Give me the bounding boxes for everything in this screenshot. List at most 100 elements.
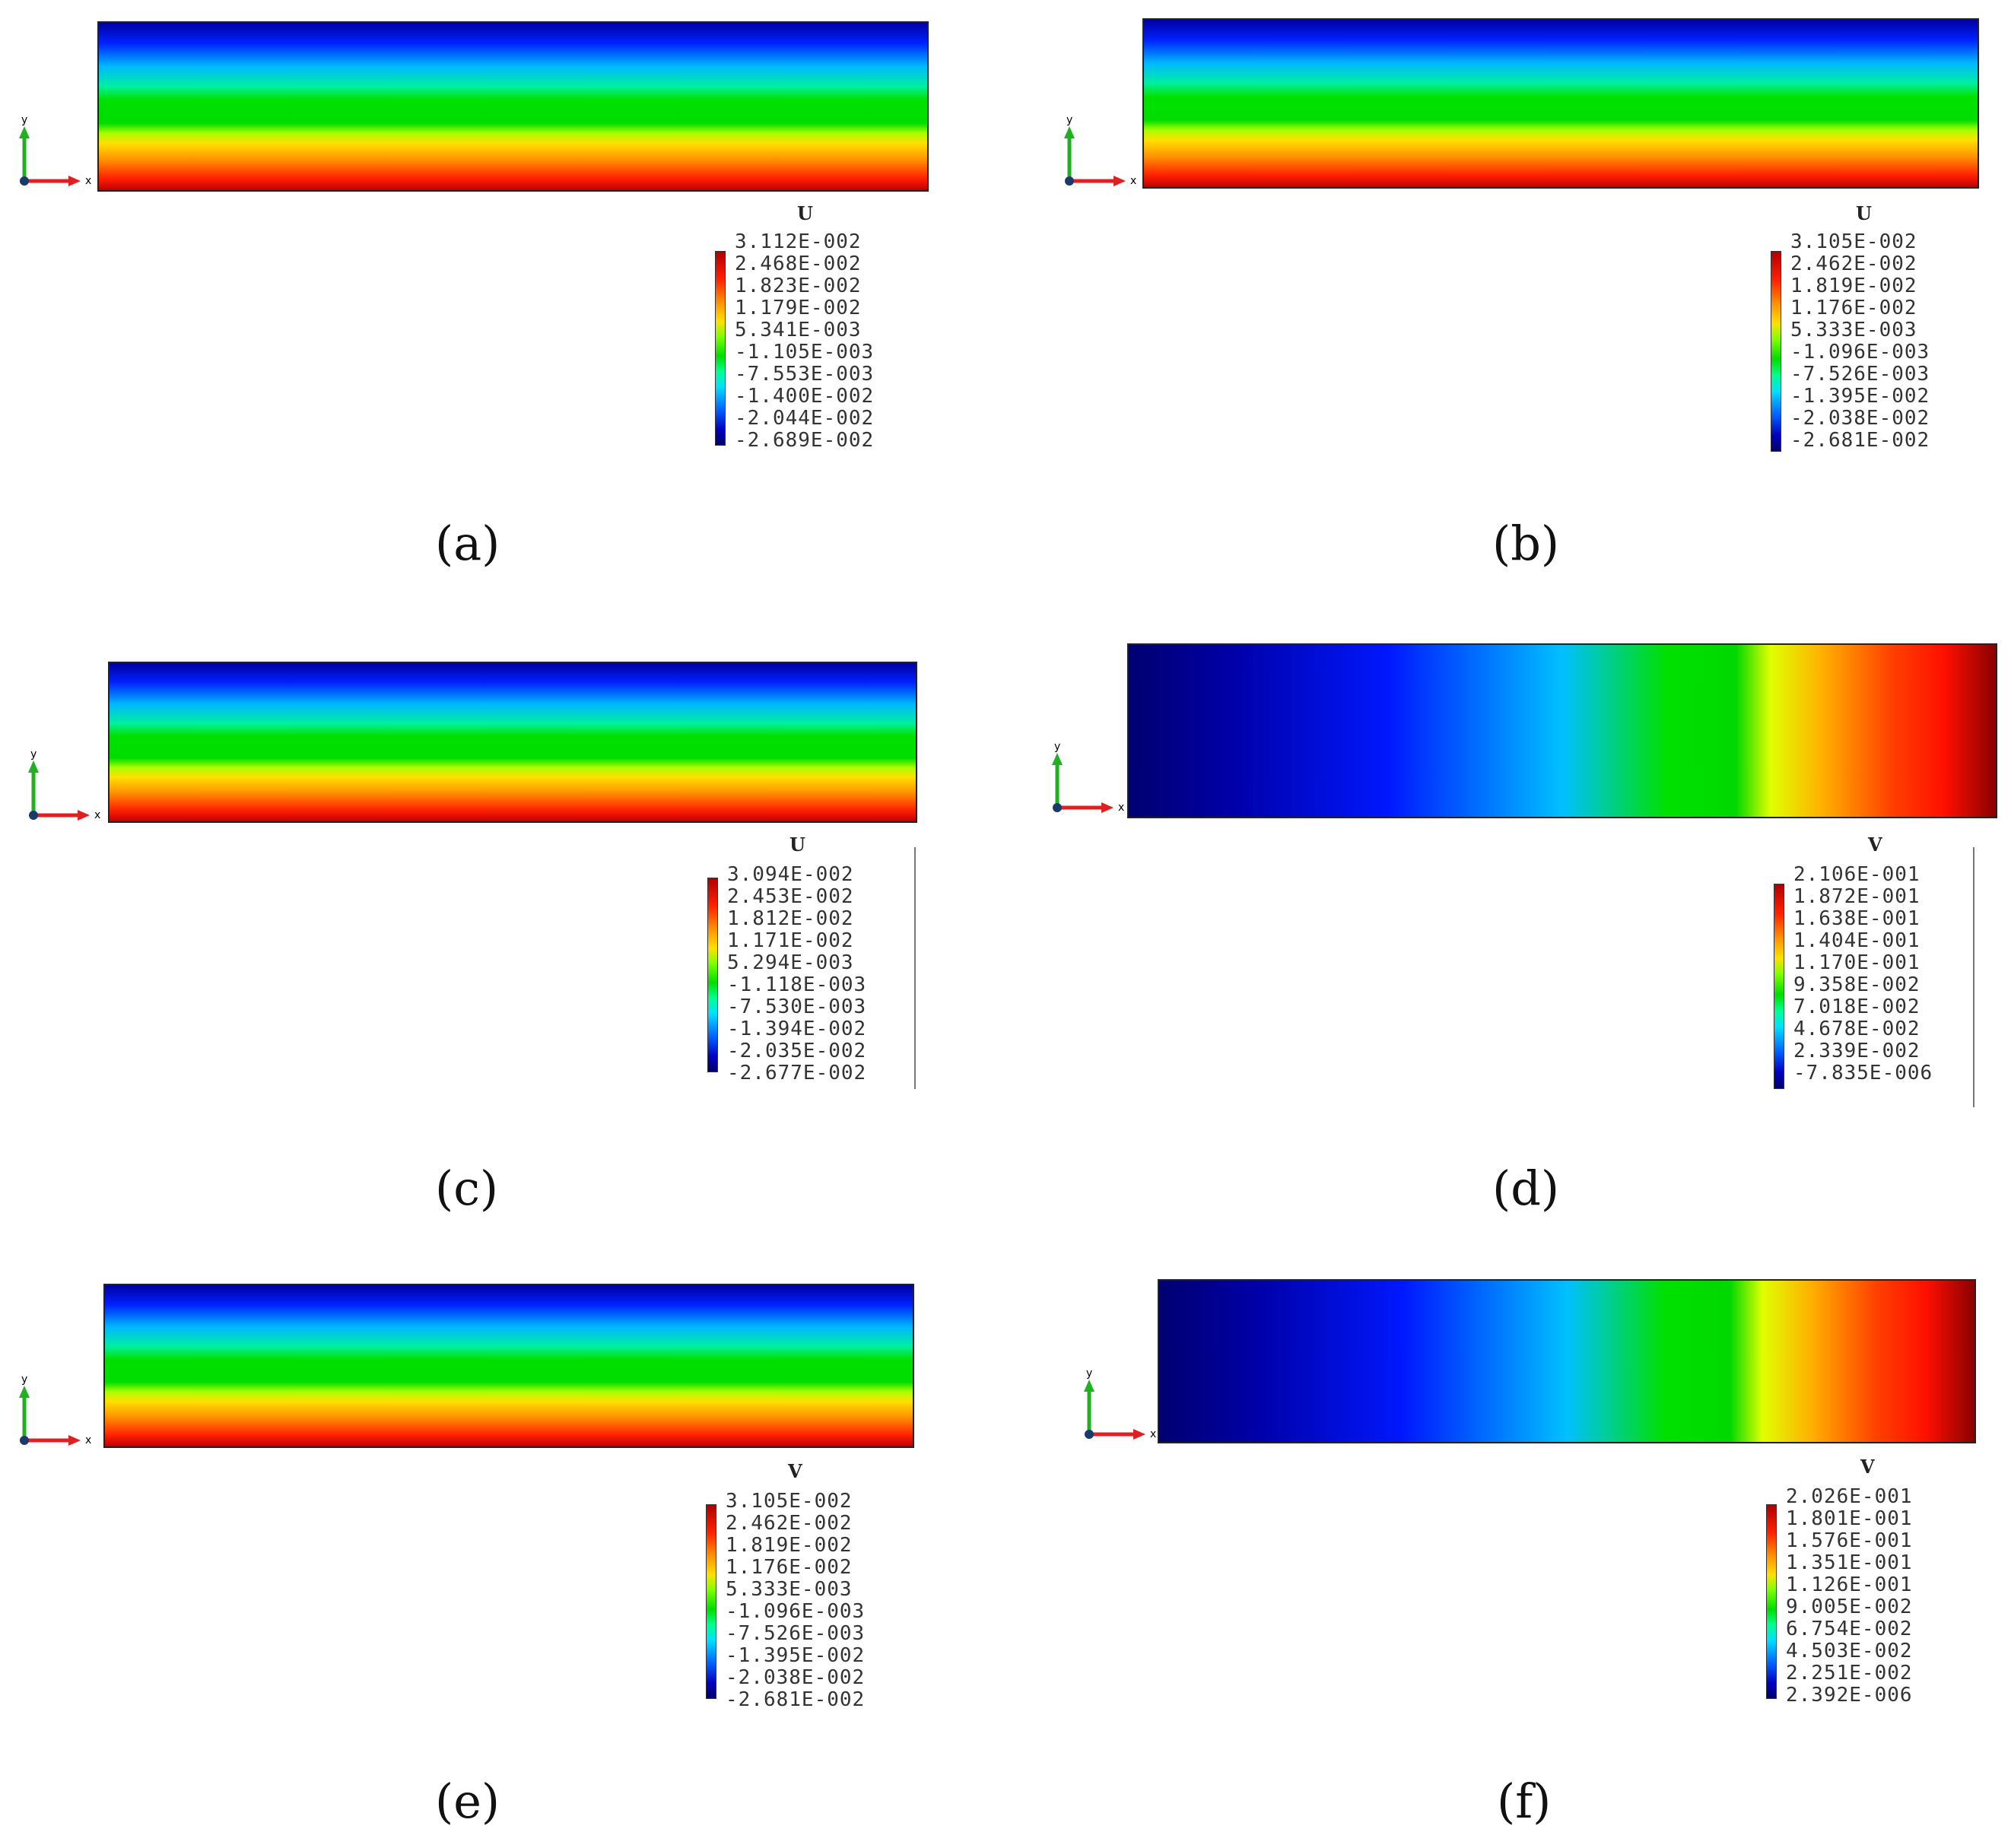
legend-value: -7.526E-003 xyxy=(1790,363,1930,386)
legend-value: -1.395E-002 xyxy=(726,1644,866,1667)
legend-value: -1.394E-002 xyxy=(727,1018,867,1040)
legend-value: -1.118E-003 xyxy=(727,973,867,996)
panel-f: y x V 2.026E-001 1.801E-001 1.576E-001 1… xyxy=(1006,1232,2011,1848)
legend-color-bar xyxy=(1766,1504,1777,1699)
legend-divider xyxy=(1973,847,1974,1107)
legend-value: 2.106E-001 xyxy=(1793,863,1920,886)
legend-value: -7.526E-003 xyxy=(726,1622,866,1645)
panel-e: y x V 3.105E-002 2.462E-002 1.819E-002 1… xyxy=(0,1232,1006,1848)
legend-value: 1.576E-001 xyxy=(1786,1529,1913,1552)
legend-value: 3.112E-002 xyxy=(735,230,862,253)
panel-caption: (d) xyxy=(1492,1161,1560,1216)
legend-value: 1.638E-001 xyxy=(1793,907,1920,930)
contour-plot-v xyxy=(1127,643,1997,818)
legend-value: 9.358E-002 xyxy=(1793,973,1920,996)
contour-plot-u xyxy=(108,662,917,823)
x-axis-label: x xyxy=(1150,1428,1156,1440)
legend-value: 1.126E-001 xyxy=(1786,1573,1913,1596)
coordinate-axes-icon: y x xyxy=(1079,1369,1162,1453)
legend-divider xyxy=(914,847,916,1089)
legend-values: 2.026E-001 1.801E-001 1.576E-001 1.351E-… xyxy=(1786,1486,1913,1707)
legend-value: -7.835E-006 xyxy=(1793,1062,1933,1084)
legend-value: 3.094E-002 xyxy=(727,863,854,886)
legend-title: V xyxy=(1868,834,1882,856)
legend-value: 1.171E-002 xyxy=(727,929,854,952)
x-axis-label: x xyxy=(85,1434,91,1446)
legend-value: 2.026E-001 xyxy=(1786,1485,1913,1508)
legend-title: V xyxy=(788,1460,802,1482)
panel-c: y x U 3.094E-002 2.453E-002 1.812E-002 1… xyxy=(0,616,1006,1232)
legend-value: 7.018E-002 xyxy=(1793,995,1920,1018)
legend-value: 2.468E-002 xyxy=(735,252,862,275)
legend-values: 3.094E-002 2.453E-002 1.812E-002 1.171E-… xyxy=(727,864,866,1084)
coordinate-axes-icon: y x xyxy=(1047,742,1130,826)
legend-value: 2.251E-002 xyxy=(1786,1662,1913,1684)
legend-value: 2.392E-006 xyxy=(1786,1684,1913,1707)
legend-value: -2.044E-002 xyxy=(735,407,875,430)
panel-d: y x V 2.106E-001 1.872E-001 1.638E-001 1… xyxy=(1006,616,2011,1232)
x-axis-label: x xyxy=(85,175,91,187)
legend-value: 1.872E-001 xyxy=(1793,885,1920,908)
legend-value: 1.176E-002 xyxy=(1790,297,1917,319)
legend-value: 4.678E-002 xyxy=(1793,1018,1920,1040)
legend-values: 3.112E-002 2.468E-002 1.823E-002 1.179E-… xyxy=(735,231,874,452)
y-axis-label: y xyxy=(1054,742,1060,753)
legend-value: 3.105E-002 xyxy=(1790,230,1917,253)
y-axis-label: y xyxy=(1086,1369,1092,1380)
legend-value: 1.179E-002 xyxy=(735,297,862,319)
legend-value: 2.453E-002 xyxy=(727,885,854,908)
legend-value: 2.462E-002 xyxy=(1790,252,1917,275)
legend-color-bar xyxy=(1771,251,1781,452)
panel-caption: (e) xyxy=(435,1773,500,1829)
legend-title: U xyxy=(789,834,805,856)
legend-value: 1.801E-001 xyxy=(1786,1507,1913,1530)
panel-caption: (c) xyxy=(435,1161,499,1216)
legend-value: 1.170E-001 xyxy=(1793,951,1920,974)
legend-value: 1.404E-001 xyxy=(1793,929,1920,952)
panel-b: y x U 3.105E-002 2.462E-002 1.819E-002 1… xyxy=(1006,0,2011,616)
legend-title: U xyxy=(797,202,813,224)
legend-value: -7.553E-003 xyxy=(735,363,875,386)
legend-values: 3.105E-002 2.462E-002 1.819E-002 1.176E-… xyxy=(1790,231,1930,452)
x-axis-label: x xyxy=(1130,175,1136,187)
legend-value: 5.341E-003 xyxy=(735,319,862,341)
legend-value: 5.333E-003 xyxy=(1790,319,1917,341)
legend-color-bar xyxy=(706,1504,716,1699)
legend-value: -1.096E-003 xyxy=(726,1600,866,1623)
legend-value: 1.812E-002 xyxy=(727,907,854,930)
panel-caption: (f) xyxy=(1497,1773,1552,1829)
legend-value: -1.096E-003 xyxy=(1790,341,1930,364)
y-axis-label: y xyxy=(21,116,27,126)
contour-plot-v xyxy=(1158,1279,1976,1443)
legend-color-bar xyxy=(1774,884,1784,1089)
contour-plot-u xyxy=(1142,18,1979,189)
legend-value: -1.105E-003 xyxy=(735,341,875,364)
coordinate-axes-icon: y x xyxy=(14,116,97,199)
legend-value: -2.038E-002 xyxy=(1790,407,1930,430)
legend-value: 1.823E-002 xyxy=(735,275,862,297)
legend-value: 2.339E-002 xyxy=(1793,1040,1920,1062)
panel-caption: (a) xyxy=(435,516,500,571)
coordinate-axes-icon: y x xyxy=(1059,116,1142,199)
legend-value: -2.035E-002 xyxy=(727,1040,867,1062)
legend-value: 5.333E-003 xyxy=(726,1578,853,1601)
panel-a: y x U 3.112E-002 2.468E-002 1.823E-002 1… xyxy=(0,0,1006,616)
legend-value: -2.689E-002 xyxy=(735,429,875,452)
legend-title: V xyxy=(1860,1456,1875,1478)
legend-value: -2.681E-002 xyxy=(726,1688,866,1711)
y-axis-label: y xyxy=(1066,116,1072,126)
contour-plot-u xyxy=(97,21,929,192)
legend-value: 3.105E-002 xyxy=(726,1490,853,1513)
legend-value: 1.819E-002 xyxy=(726,1534,853,1557)
legend-value: 1.176E-002 xyxy=(726,1556,853,1579)
legend-title: U xyxy=(1856,202,1872,224)
legend-value: -7.530E-003 xyxy=(727,995,867,1018)
legend-values: 3.105E-002 2.462E-002 1.819E-002 1.176E-… xyxy=(726,1491,865,1711)
legend-value: -2.038E-002 xyxy=(726,1666,866,1689)
legend-color-bar xyxy=(707,878,718,1072)
legend-value: 9.005E-002 xyxy=(1786,1596,1913,1618)
x-axis-label: x xyxy=(1118,802,1124,814)
legend-value: 4.503E-002 xyxy=(1786,1640,1913,1662)
coordinate-axes-icon: y x xyxy=(23,750,106,834)
contour-plot-v xyxy=(103,1284,914,1448)
